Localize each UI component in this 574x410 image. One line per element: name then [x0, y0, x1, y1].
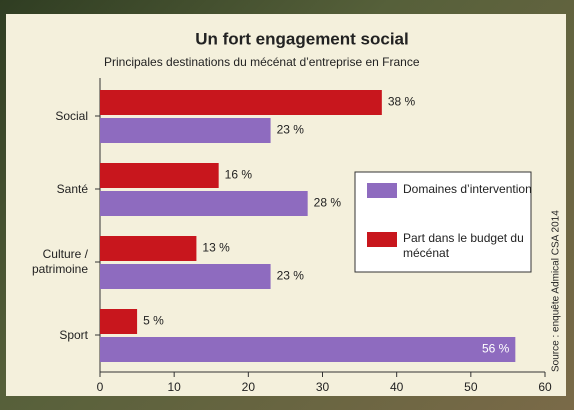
- value-label: 16 %: [225, 168, 253, 182]
- y-tick-label: Culture / patrimoine: [31, 247, 88, 276]
- chart-subtitle: Principales destinations du mécénat d’en…: [104, 55, 420, 69]
- y-tick-label: Sport: [59, 327, 88, 342]
- value-label: 13 %: [202, 241, 230, 255]
- x-tick-label: 0: [97, 380, 104, 394]
- bar: [100, 236, 197, 261]
- bar: [100, 163, 219, 188]
- legend-label: Part dans le budget du mécénat: [403, 231, 524, 260]
- legend-swatch: [367, 232, 397, 247]
- x-tick-label: 40: [390, 380, 404, 394]
- y-tick-label: Social: [55, 108, 88, 123]
- value-label: 38 %: [388, 95, 416, 109]
- bar: [100, 337, 516, 362]
- bar: [100, 118, 271, 143]
- bar: [100, 90, 382, 115]
- value-label: 23 %: [277, 269, 305, 283]
- x-tick-label: 30: [316, 380, 330, 394]
- x-tick-label: 10: [167, 380, 181, 394]
- value-label: 23 %: [277, 123, 305, 137]
- value-label: 5 %: [143, 314, 164, 328]
- bar: [100, 191, 308, 216]
- x-tick-label: 60: [538, 380, 552, 394]
- source-note: Source : enquête Admical CSA 2014: [551, 210, 562, 372]
- chart-title: Un fort engagement social: [195, 29, 408, 48]
- y-tick-label: Santé: [56, 181, 88, 196]
- legend-label: Domaines d’intervention: [403, 182, 532, 196]
- x-tick-label: 50: [464, 380, 478, 394]
- value-label: 28 %: [314, 196, 342, 210]
- legend-swatch: [367, 183, 397, 198]
- bar: [100, 264, 271, 289]
- x-tick-label: 20: [242, 380, 256, 394]
- bar: [100, 309, 138, 334]
- value-label: 56 %: [482, 342, 510, 356]
